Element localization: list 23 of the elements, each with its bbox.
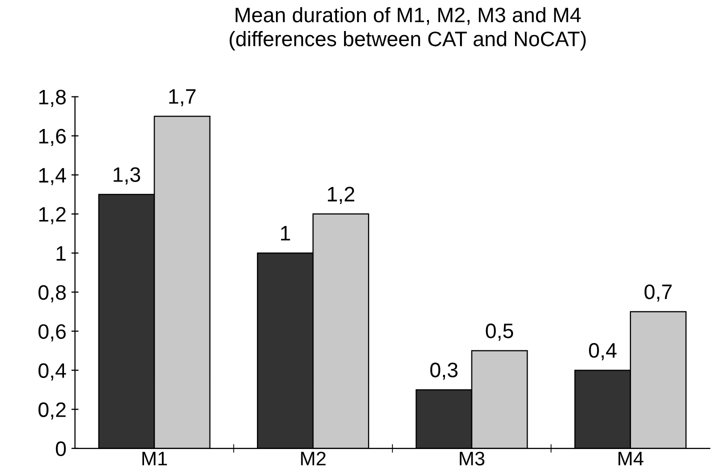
- y-tick-label: 1: [56, 246, 66, 261]
- x-tick-label: M2: [301, 452, 326, 466]
- y-tick-label: 1,2: [39, 206, 66, 224]
- x-tick-label: M4: [618, 452, 644, 466]
- data-label: 0,7: [644, 284, 672, 302]
- y-tick-label: 0,2: [38, 402, 66, 420]
- data-label: 0,4: [589, 343, 617, 360]
- x-tick-label: M1: [142, 452, 167, 466]
- y-tick-label: 0,4: [38, 363, 66, 380]
- y-tick-label: 0: [56, 441, 66, 456]
- y-tick-label: 0,6: [38, 324, 66, 342]
- chart-title: Mean duration of M1, M2, M3 and M4 (differences between CAT and NoCAT): [230, 7, 586, 50]
- y-tick-label: 1,6: [39, 128, 66, 146]
- data-label: 1,3: [114, 167, 140, 184]
- y-tick-label: 1,8: [39, 90, 66, 107]
- x-tick-label: M3: [460, 452, 484, 466]
- data-label: 1,7: [169, 89, 196, 106]
- data-label: 1: [281, 226, 290, 240]
- y-tick-label: 1,4: [39, 168, 66, 186]
- data-label: 0,3: [430, 362, 458, 380]
- y-tick-label: 0,8: [38, 285, 66, 302]
- data-label: 1,2: [328, 186, 354, 204]
- data-label: 0,5: [486, 324, 514, 341]
